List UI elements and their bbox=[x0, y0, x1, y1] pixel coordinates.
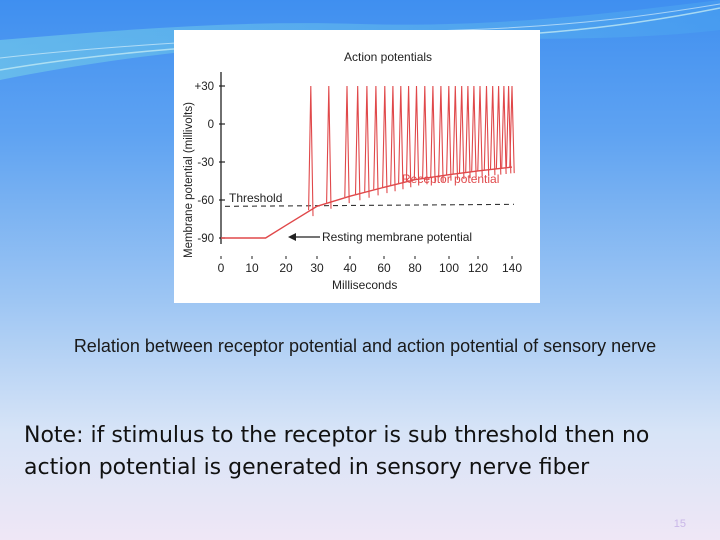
x-tick-label: 120 bbox=[468, 261, 488, 275]
action-potential-spike bbox=[398, 85, 404, 190]
action-potential-spike bbox=[326, 85, 332, 209]
figure-caption: Relation between receptor potential and … bbox=[73, 336, 657, 356]
x-tick-label: 60 bbox=[377, 261, 391, 275]
x-tick-label: 140 bbox=[502, 261, 522, 275]
action-potential-spike bbox=[465, 85, 471, 179]
action-potential-spike bbox=[364, 85, 370, 198]
threshold-label: Threshold bbox=[229, 191, 282, 205]
y-tick-label: -30 bbox=[197, 157, 214, 169]
action-potential-spike bbox=[509, 85, 515, 174]
resting-potential-label: Resting membrane potential bbox=[322, 230, 472, 244]
y-axis-label: Membrane potential (millivolts) bbox=[183, 102, 195, 258]
action-potential-spike bbox=[382, 85, 388, 194]
x-tick-label: 10 bbox=[245, 261, 259, 275]
action-potential-spike bbox=[483, 85, 490, 176]
chart-title: Action potentials bbox=[344, 50, 432, 64]
action-potential-spike bbox=[308, 85, 314, 217]
action-potential-spike bbox=[413, 85, 420, 186]
action-potential-spike bbox=[495, 85, 502, 175]
action-potential-spike bbox=[458, 85, 465, 180]
x-tick-label: 30 bbox=[310, 261, 324, 275]
x-tick-label: 20 bbox=[279, 261, 293, 275]
action-potential-spike bbox=[354, 85, 361, 201]
slide-note: Note: if stimulus to the receptor is sub… bbox=[24, 423, 650, 480]
action-potential-spike bbox=[446, 85, 452, 181]
action-potential-spike bbox=[501, 85, 507, 175]
y-tick-label: -60 bbox=[197, 195, 214, 207]
x-tick-label: 80 bbox=[408, 261, 422, 275]
action-potential-spike bbox=[422, 85, 428, 185]
action-potential-spike bbox=[471, 85, 477, 178]
slide-number: 15 bbox=[673, 518, 686, 530]
action-potential-spike bbox=[430, 85, 436, 184]
action-potential-spike bbox=[489, 85, 496, 176]
action-potential-spike bbox=[477, 85, 483, 177]
action-potential-spike bbox=[390, 85, 396, 192]
x-axis-label: Milliseconds bbox=[332, 278, 397, 292]
action-potential-spike bbox=[344, 85, 350, 204]
membrane-potential-chart: +30 0 -30 -60 -90 0 10 20 30 40 60 80 100 120 140 Acti… bbox=[183, 50, 522, 292]
receptor-potential-label: Receptor potential bbox=[402, 172, 499, 186]
action-potential-spike bbox=[452, 85, 459, 180]
threshold-line bbox=[224, 203, 515, 207]
x-tick-label: 0 bbox=[218, 261, 225, 275]
resting-arrow bbox=[288, 233, 320, 241]
action-potential-spike bbox=[405, 85, 412, 188]
chart-figure: +30 0 -30 -60 -90 0 10 20 30 40 60 80 100 120 140 Acti… bbox=[174, 30, 540, 303]
x-tick-label: 40 bbox=[343, 261, 357, 275]
y-tick-label: 0 bbox=[208, 119, 214, 131]
x-tick-label: 100 bbox=[439, 261, 459, 275]
y-tick-label: +30 bbox=[194, 81, 214, 93]
action-potential-spike bbox=[373, 85, 379, 196]
y-tick-label: -90 bbox=[197, 233, 214, 245]
action-potential-spike bbox=[438, 85, 444, 182]
